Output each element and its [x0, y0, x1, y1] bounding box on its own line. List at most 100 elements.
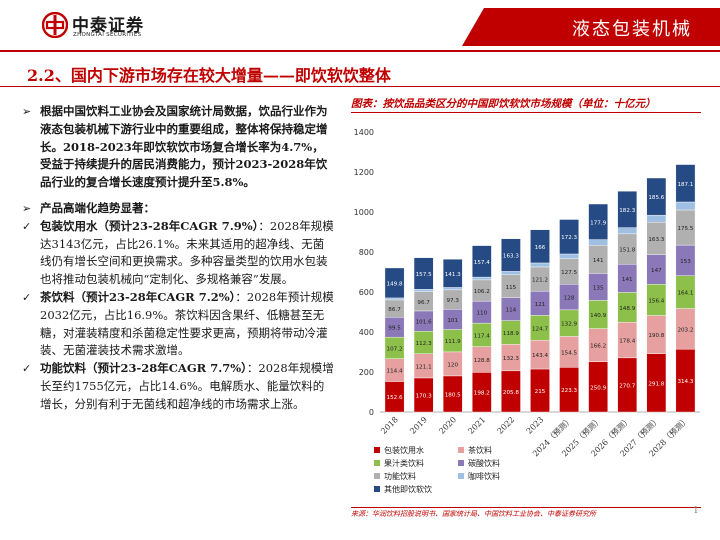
x-tick-label: 2019 [408, 415, 429, 436]
item-head: 功能饮料（预计23-28年CAGR 7.7%） [40, 361, 247, 376]
data-label: 107.2 [387, 346, 403, 352]
item-body: ：2028年规模达3143亿元，占比26.1%。未来其适用的超净线、无菌线仍有增… [40, 218, 334, 287]
bar-segment [501, 238, 521, 272]
data-label: 112.3 [416, 341, 432, 347]
bar-segment [530, 229, 550, 264]
data-label: 148.9 [619, 306, 635, 312]
check-bullet-icon: ✓ [22, 362, 32, 376]
data-label: 223.3 [561, 388, 577, 394]
y-tick-label: 600 [359, 288, 374, 297]
brand-name-cn: 中泰证券 [72, 16, 144, 36]
data-label: 203.2 [677, 327, 693, 333]
data-label: 157.4 [474, 260, 490, 266]
data-label: 180.5 [445, 392, 461, 398]
data-label: 163.3 [503, 254, 519, 260]
legend-swatch [374, 447, 380, 453]
summary-paragraph: ➢ 根据中国饮料工业协会及国家统计局数据，饮品行业作为液态包装机械下游行业中的重… [22, 103, 334, 192]
data-label: 132.3 [503, 356, 519, 362]
data-label: 127.5 [561, 270, 577, 276]
stacked-bar-chart: 0 200 400 600 800 1000 1200 1400 152.6 114.4 107.2… [354, 128, 700, 494]
x-tick-label: 2022 [496, 415, 517, 436]
legend-label: 果汁类饮料 [384, 458, 424, 468]
data-label: 128 [564, 296, 575, 302]
check-bullet-icon: ✓ [22, 290, 32, 304]
data-label: 101 [447, 318, 458, 324]
data-label: 147 [651, 268, 662, 274]
data-label: 124.7 [532, 326, 548, 332]
data-label: 166.2 [590, 344, 606, 350]
body-text: ➢ 根据中国饮料工业协会及国家统计局数据，饮品行业作为液态包装机械下游行业中的重… [22, 103, 334, 414]
bar-segment [413, 257, 434, 290]
item-body: ：2028年规模增长至约1755亿元，占比14.6%。电解质水、能量饮料的增长，… [40, 361, 334, 411]
arrow-bullet-icon: ➢ [22, 201, 32, 215]
y-tick-label: 200 [359, 368, 374, 377]
legend-swatch [374, 473, 380, 479]
data-label: 111.9 [445, 339, 461, 345]
brand-name-en: ZHONGTAI SECURITIES [73, 32, 142, 38]
page-title: 2.2、国内下游市场存在较大增量——即饮软饮整体 [27, 66, 391, 85]
list-item: ✓ 功能饮料（预计23-28年CAGR 7.7%）：2028年规模增长至约175… [22, 360, 334, 413]
data-label: 121 [535, 302, 546, 308]
legend-swatch [458, 460, 464, 466]
data-label: 205.8 [503, 390, 519, 396]
data-label: 132.9 [561, 322, 577, 328]
data-label: 164.1 [677, 291, 693, 297]
data-label: 153 [680, 259, 691, 265]
data-label: 120 [447, 362, 458, 368]
data-label: 156.4 [648, 298, 664, 304]
data-label: 115 [506, 285, 517, 291]
data-label: 149.8 [387, 281, 403, 287]
x-tick-label: 2021 [466, 415, 487, 436]
legend-label: 其他即饮软饮 [384, 484, 432, 494]
legend-label: 碳酸饮料 [468, 458, 500, 468]
source-note: 来源：华润饮料招股说明书、国家统计局、中国饮料工业协会、中泰证券研究所 [351, 510, 596, 518]
bar-segment [384, 267, 405, 299]
bar-segment [675, 201, 696, 211]
data-label: 141 [593, 258, 604, 264]
bar-segment [442, 258, 463, 288]
bar-segment [646, 177, 667, 216]
x-tick-label: 2020 [437, 415, 458, 436]
bar-segment [472, 245, 492, 278]
data-label: 99.5 [388, 326, 401, 332]
data-label: 121.1 [416, 364, 432, 370]
data-label: 135 [593, 285, 604, 291]
data-label: 143.4 [532, 353, 548, 359]
trend-heading: ➢ 产品高端化趋势显著： [22, 200, 334, 218]
data-label: 140.9 [590, 313, 606, 319]
data-label: 101.6 [416, 320, 432, 326]
y-tick-label: 0 [369, 408, 374, 417]
item-head: 茶饮料（预计23-28年CAGR 7.2%） [40, 289, 236, 304]
data-label: 86.7 [388, 307, 401, 313]
y-tick-label: 1200 [354, 168, 374, 177]
data-label: 187.1 [677, 182, 693, 188]
bar-segment [675, 164, 696, 203]
legend-swatch [374, 460, 380, 466]
data-label: 97.3 [446, 298, 459, 304]
data-label: 198.2 [474, 391, 490, 397]
data-label: 270.7 [619, 383, 635, 389]
data-label: 152.6 [387, 395, 403, 401]
data-label: 170.3 [416, 393, 432, 399]
bar-segment [559, 253, 579, 259]
x-tick-label: 2018 [379, 415, 400, 436]
data-label: 114 [506, 308, 517, 314]
legend-label: 包装饮用水 [384, 445, 424, 455]
data-label: 106.2 [474, 289, 490, 295]
data-label: 314.3 [677, 379, 693, 385]
data-label: 250.9 [590, 385, 606, 391]
data-label: 190.8 [648, 333, 664, 339]
arrow-bullet-icon: ➢ [22, 105, 32, 118]
chart-title: 图表：按饮品品类区分的中国即饮软饮市场规模（单位：十亿元） [351, 96, 701, 113]
bar-segment [559, 219, 579, 255]
y-tick-label: 1400 [354, 128, 374, 137]
list-item: ✓ 包装饮用水（预计23-28年CAGR 7.9%）：2028年规模达3143亿… [22, 218, 334, 289]
data-label: 185.6 [648, 195, 664, 201]
bar-segment [501, 271, 521, 275]
data-label: 291.8 [648, 381, 664, 387]
bar-segment [646, 214, 667, 223]
data-label: 151.8 [619, 248, 635, 254]
bar-segment [530, 262, 550, 268]
data-label: 175.5 [677, 226, 693, 232]
bar-segment [442, 287, 463, 291]
